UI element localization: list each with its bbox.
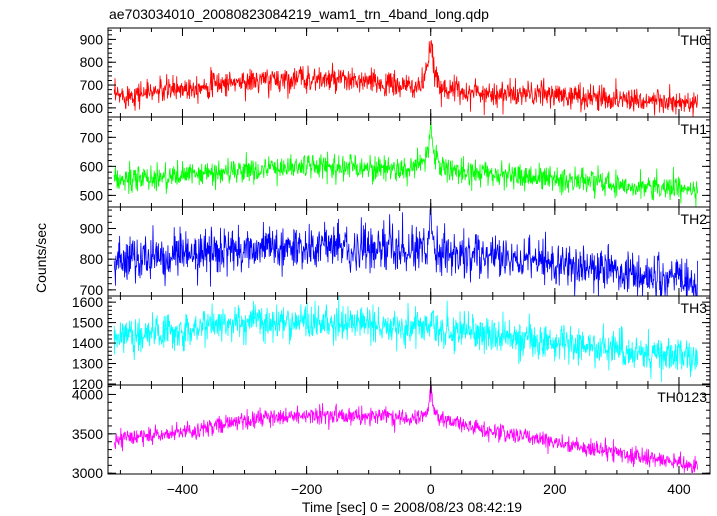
series-line-th0123 xyxy=(113,384,698,474)
panel-label: TH0123 xyxy=(657,389,707,405)
y-tick-label: 700 xyxy=(80,282,104,298)
panel-th2: 700 800 900 TH2 xyxy=(80,206,711,298)
series-line-th2 xyxy=(113,206,698,297)
y-tick-label: 1200 xyxy=(72,376,103,392)
y-tick-label: 4000 xyxy=(72,386,103,402)
y-tick-label: 800 xyxy=(80,251,104,267)
panel-label: TH0 xyxy=(681,32,708,48)
series-line-th1 xyxy=(113,121,698,208)
y-tick-label: 800 xyxy=(80,54,104,70)
y-tick-label: 1400 xyxy=(72,335,103,351)
y-tick-label: 600 xyxy=(80,100,104,116)
y-tick-label: 500 xyxy=(80,187,104,203)
panel-frame xyxy=(107,384,711,475)
panel-label: TH3 xyxy=(681,300,708,316)
y-tick-label: 3000 xyxy=(72,465,103,481)
y-tick-label: 900 xyxy=(80,220,104,236)
y-tick-label: 700 xyxy=(80,129,104,145)
y-tick-label: 600 xyxy=(80,158,104,174)
chart-title: ae703034010_20080823084219_wam1_trn_4ban… xyxy=(109,6,489,22)
panel-label: TH1 xyxy=(681,121,708,137)
panel-th0123: 3000 3500 4000 TH0123 xyxy=(72,384,711,481)
x-tick-label: 200 xyxy=(543,481,567,497)
y-tick-label: 1600 xyxy=(72,294,103,310)
x-tick-label: −400 xyxy=(167,481,199,497)
y-tick-label: 700 xyxy=(80,77,104,93)
x-tick-label: 400 xyxy=(667,481,691,497)
y-axis-label: Counts/sec xyxy=(33,223,49,293)
x-axis-label: Time [sec] 0 = 2008/08/23 08:42:19 xyxy=(302,499,522,515)
x-tick-label: −200 xyxy=(291,481,323,497)
panel-th0: 600 700 800 900 TH0 xyxy=(80,27,711,118)
y-tick-label: 900 xyxy=(80,31,104,47)
x-tick-label: 0 xyxy=(427,481,435,497)
y-tick-label: 1500 xyxy=(72,315,103,331)
panel-th3: 1200 1300 1400 1500 1600 TH3 xyxy=(72,294,711,392)
y-tick-label: 1300 xyxy=(72,356,103,372)
series-line-th3 xyxy=(113,295,698,383)
panels: 600 700 800 900 TH0 500 600 700 TH1 700 800 900 TH2 1… xyxy=(72,27,711,497)
panel-label: TH2 xyxy=(681,211,708,227)
series-line-th0 xyxy=(113,39,698,117)
y-tick-label: 3500 xyxy=(72,426,103,442)
panel-frame xyxy=(107,116,711,208)
panel-th1: 500 600 700 TH1 xyxy=(80,116,711,208)
